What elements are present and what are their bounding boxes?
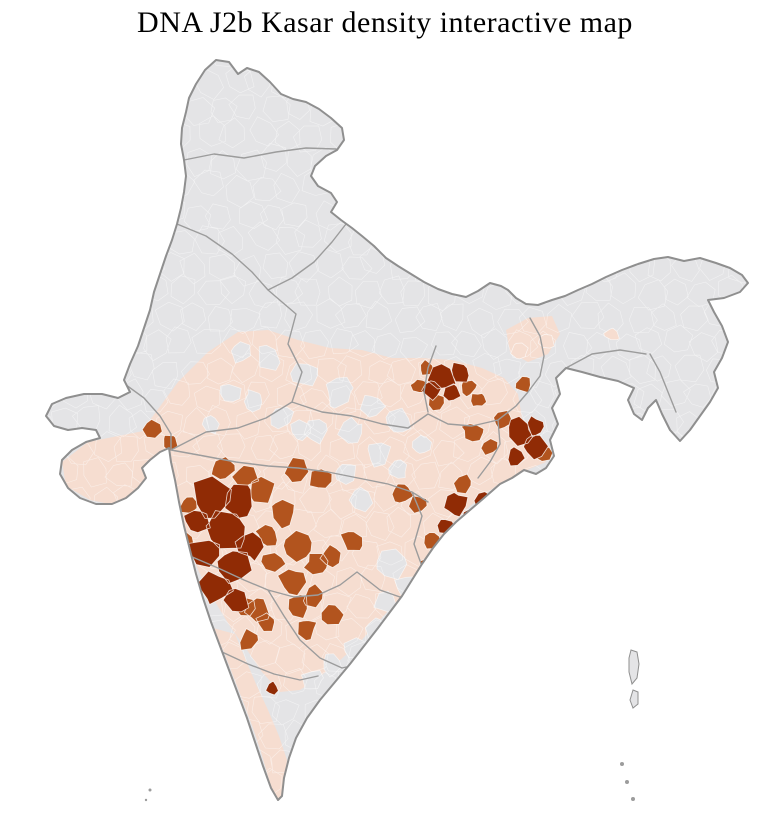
page-title: DNA J2b Kasar density interactive map — [137, 6, 633, 39]
